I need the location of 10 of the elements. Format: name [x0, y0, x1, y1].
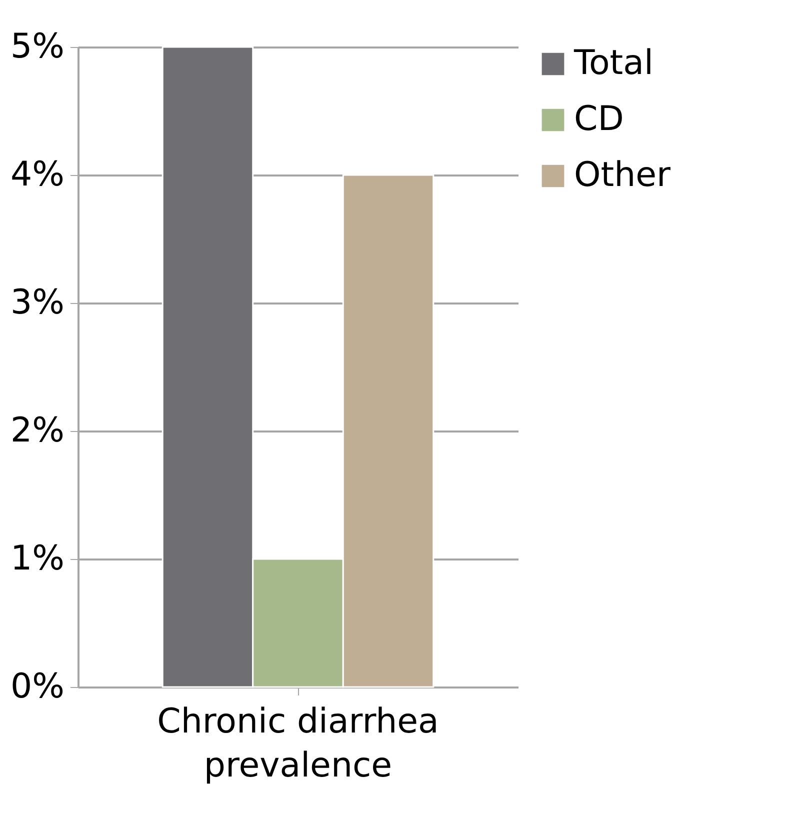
legend-label: Total: [573, 43, 654, 83]
y-tick-label: 2%: [10, 410, 64, 450]
legend-label: CD: [574, 99, 624, 139]
y-tick-label: 1%: [10, 538, 64, 578]
y-tick-label: 3%: [10, 282, 64, 322]
legend-label: Other: [574, 155, 671, 195]
y-tick-label: 0%: [10, 666, 64, 706]
x-tick-label: Chronic diarrhea prevalence: [157, 702, 439, 786]
y-tick-label: 5%: [10, 26, 64, 66]
y-tick-label: 4%: [10, 154, 64, 194]
